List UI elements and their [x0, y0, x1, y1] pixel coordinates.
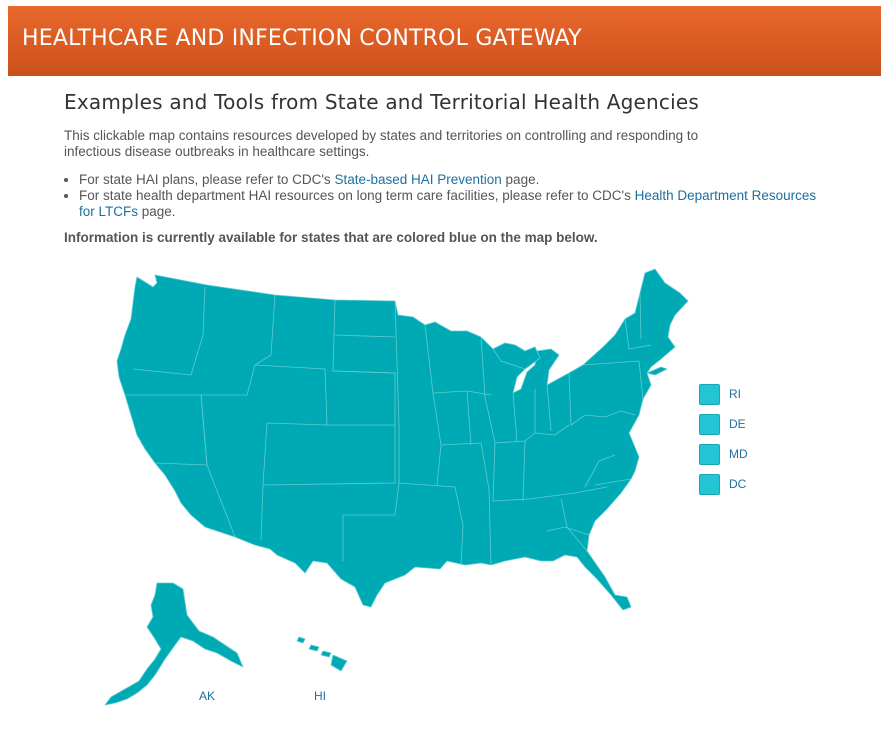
reference-list: For state HAI plans, please refer to CDC… — [64, 172, 824, 220]
main-content: Examples and Tools from State and Territ… — [64, 90, 824, 245]
banner-title: HEALTHCARE AND INFECTION CONTROL GATEWAY — [22, 26, 582, 51]
reference-item: For state HAI plans, please refer to CDC… — [79, 172, 824, 188]
hawaii-label[interactable]: HI — [314, 689, 326, 703]
michigan-upper-shape[interactable] — [492, 342, 541, 370]
reference-text: For state health department HAI resource… — [79, 188, 635, 203]
alaska-label[interactable]: AK — [199, 689, 216, 703]
legend-swatch[interactable] — [699, 444, 720, 465]
legend-item-dc[interactable]: DC — [699, 474, 779, 496]
header-banner: HEALTHCARE AND INFECTION CONTROL GATEWAY — [8, 6, 881, 76]
legend-item-md[interactable]: MD — [699, 444, 779, 466]
ltcf-resources-link[interactable]: Health Department Resources for LTCFs — [79, 188, 817, 219]
legend-label-dc[interactable]: DC — [729, 477, 747, 491]
long-island-shape[interactable] — [646, 366, 668, 376]
state-hai-prevention-link[interactable]: State-based HAI Prevention — [334, 172, 502, 187]
alaska-shape[interactable] — [104, 582, 244, 706]
availability-notice: Information is currently available for s… — [64, 230, 598, 245]
us-map — [95, 265, 695, 720]
hawaii-shape[interactable] — [296, 636, 348, 672]
state-borders — [125, 286, 652, 566]
contiguous-us-shape[interactable] — [116, 268, 689, 611]
intro-text: This clickable map contains resources de… — [64, 128, 699, 159]
legend-swatch[interactable] — [699, 414, 720, 435]
page-title: Examples and Tools from State and Territ… — [64, 90, 700, 114]
reference-text: page. — [138, 204, 176, 219]
us-map-svg — [104, 268, 689, 706]
reference-item: For state health department HAI resource… — [79, 188, 824, 220]
reference-text: For state HAI plans, please refer to CDC… — [79, 172, 335, 187]
legend-swatch[interactable] — [699, 474, 720, 495]
legend-label-ri[interactable]: RI — [729, 387, 741, 401]
legend-label-md[interactable]: MD — [729, 447, 748, 461]
legend-swatch[interactable] — [699, 384, 720, 405]
legend-item-ri[interactable]: RI — [699, 384, 779, 406]
legend-item-de[interactable]: DE — [699, 414, 779, 436]
reference-text: page. — [501, 172, 540, 187]
legend-label-de[interactable]: DE — [729, 417, 746, 431]
